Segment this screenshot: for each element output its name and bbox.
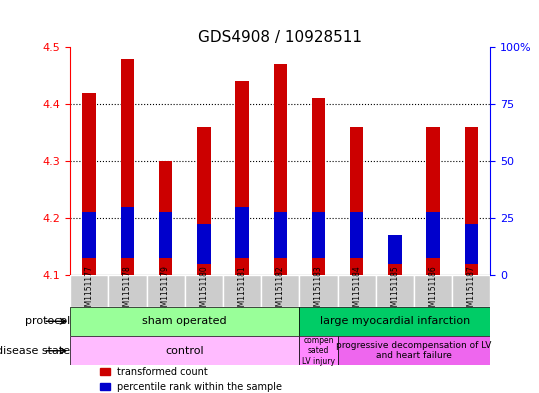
Legend: transformed count, percentile rank within the sample: transformed count, percentile rank withi… — [96, 363, 286, 393]
FancyBboxPatch shape — [337, 275, 376, 307]
Text: sham operated: sham operated — [142, 316, 227, 326]
Bar — [82, 212, 96, 258]
Text: GSM1151183: GSM1151183 — [314, 265, 323, 316]
Text: GSM1151177: GSM1151177 — [85, 265, 94, 316]
FancyBboxPatch shape — [108, 275, 147, 307]
Text: control: control — [165, 346, 204, 356]
Bar — [121, 207, 134, 258]
Bar — [350, 212, 363, 258]
FancyBboxPatch shape — [337, 336, 490, 365]
Bar — [82, 93, 96, 275]
FancyBboxPatch shape — [299, 275, 337, 307]
FancyBboxPatch shape — [70, 275, 108, 307]
FancyBboxPatch shape — [185, 275, 223, 307]
FancyBboxPatch shape — [70, 307, 299, 336]
FancyBboxPatch shape — [299, 307, 490, 336]
Bar — [197, 127, 211, 275]
FancyBboxPatch shape — [70, 336, 299, 365]
Bar — [274, 64, 287, 275]
Text: GSM1151182: GSM1151182 — [276, 266, 285, 316]
Text: GSM1151181: GSM1151181 — [238, 266, 246, 316]
Bar — [312, 212, 325, 258]
FancyBboxPatch shape — [261, 275, 299, 307]
Bar — [159, 212, 172, 258]
Bar — [274, 212, 287, 258]
FancyBboxPatch shape — [414, 275, 452, 307]
Text: GSM1151184: GSM1151184 — [352, 265, 361, 316]
Text: GSM1151179: GSM1151179 — [161, 265, 170, 316]
Text: GSM1151180: GSM1151180 — [199, 265, 209, 316]
Text: compen
sated
LV injury: compen sated LV injury — [302, 336, 335, 365]
Text: GSM1151185: GSM1151185 — [390, 265, 399, 316]
Bar — [465, 224, 478, 264]
Text: GSM1151178: GSM1151178 — [123, 265, 132, 316]
Text: protocol: protocol — [25, 316, 70, 326]
Text: large myocardial infarction: large myocardial infarction — [320, 316, 470, 326]
FancyBboxPatch shape — [147, 275, 185, 307]
Bar — [312, 98, 325, 275]
Text: GSM1151187: GSM1151187 — [467, 265, 476, 316]
Bar — [388, 252, 402, 275]
Bar — [350, 127, 363, 275]
Text: disease state: disease state — [0, 346, 70, 356]
Bar — [121, 59, 134, 275]
Bar — [159, 161, 172, 275]
Text: progressive decompensation of LV
and heart failure: progressive decompensation of LV and hea… — [336, 341, 492, 360]
Bar — [388, 235, 402, 264]
FancyBboxPatch shape — [299, 336, 337, 365]
FancyBboxPatch shape — [223, 275, 261, 307]
Bar — [465, 127, 478, 275]
Bar — [426, 212, 440, 258]
Bar — [236, 81, 249, 275]
Bar — [236, 207, 249, 258]
Bar — [426, 127, 440, 275]
Bar — [197, 224, 211, 264]
FancyBboxPatch shape — [376, 275, 414, 307]
FancyBboxPatch shape — [452, 275, 490, 307]
Text: GSM1151186: GSM1151186 — [429, 265, 438, 316]
Title: GDS4908 / 10928511: GDS4908 / 10928511 — [198, 29, 362, 44]
